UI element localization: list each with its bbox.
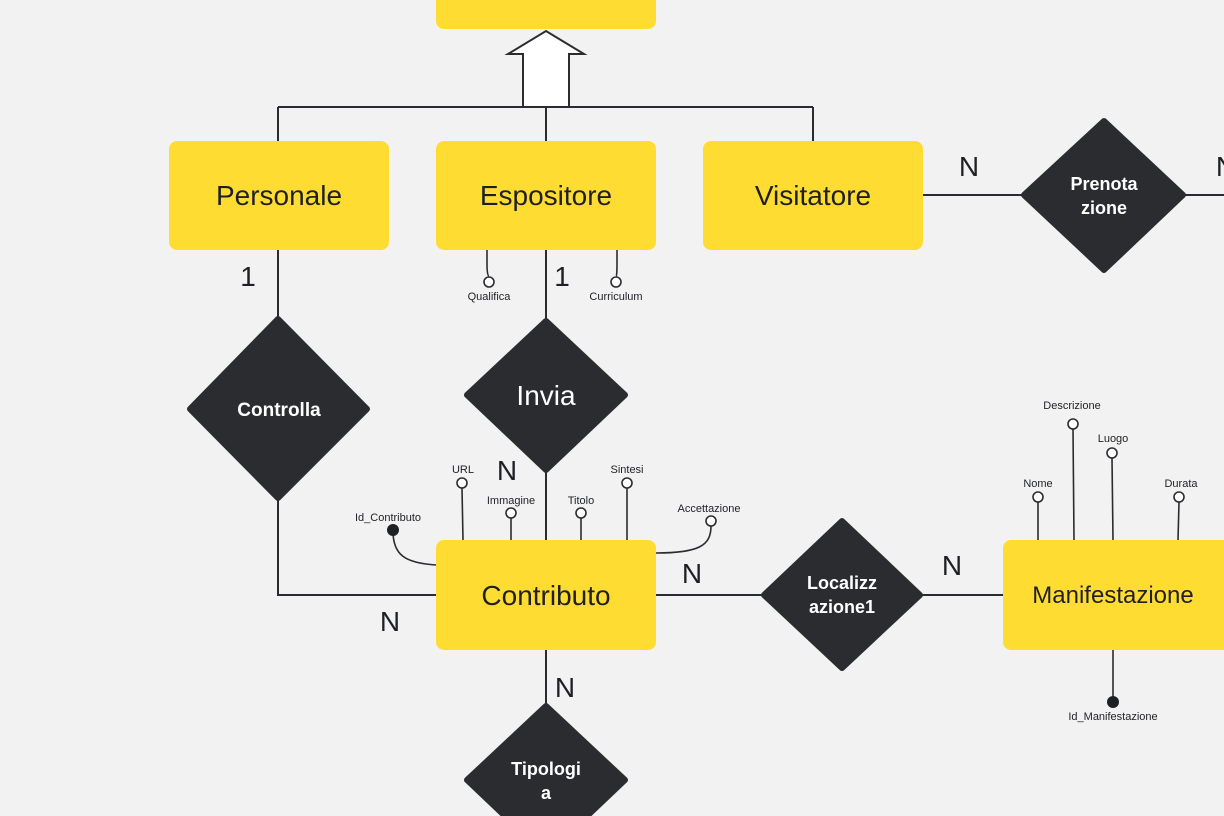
line-controlla-contributo (277, 498, 436, 596)
entity-personale-label: Personale (216, 180, 342, 211)
attribute-qualifica-label: Qualifica (468, 291, 512, 303)
attribute-titolo-label: Titolo (568, 495, 595, 507)
attribute-durata[interactable]: Durata (1164, 478, 1198, 541)
relationship-localizzazione-label-line1: Localizz (807, 573, 877, 593)
cardinality-personale-controlla: 1 (240, 261, 256, 292)
attribute-titolo[interactable]: Titolo (568, 495, 595, 540)
cardinality-contributo-tipologia: N (555, 672, 575, 703)
attribute-accettazione-label: Accettazione (678, 503, 741, 515)
entity-espositore-label: Espositore (480, 180, 612, 211)
entity-manifestazione-label: Manifestazione (1032, 582, 1193, 609)
attribute-descrizione-label: Descrizione (1043, 400, 1100, 412)
attribute-curriculum-label: Curriculum (589, 291, 642, 303)
attribute-immagine-marker (505, 507, 517, 519)
attribute-sintesi[interactable]: Sintesi (610, 464, 644, 540)
attribute-luogo-marker (1106, 447, 1118, 459)
attribute-qualifica[interactable]: Qualifica (468, 250, 512, 303)
attribute-id-manifestazione-label: Id_Manifestazione (1068, 711, 1157, 723)
attribute-nome-label: Nome (1023, 478, 1052, 490)
attribute-url-label: URL (452, 464, 474, 476)
attribute-url-marker (456, 477, 468, 489)
relationship-tipologia-label-line1: Tipologi (511, 759, 581, 779)
cardinality-localizzazione-manifestazione: N (942, 550, 962, 581)
entity-visitatore[interactable]: Visitatore (703, 141, 923, 250)
attribute-descrizione-marker (1067, 418, 1079, 430)
cardinality-espositore-invia: 1 (554, 261, 570, 292)
attribute-titolo-marker (575, 507, 587, 519)
entity-personale[interactable]: Personale (169, 141, 389, 250)
relationship-invia-label: Invia (516, 380, 576, 411)
entity-visitatore-label: Visitatore (755, 180, 871, 211)
attribute-sintesi-label: Sintesi (610, 464, 643, 476)
attribute-accettazione-marker (705, 515, 717, 527)
relationship-controlla-label: Controlla (237, 400, 321, 421)
attribute-durata-label: Durata (1164, 478, 1198, 490)
attribute-qualifica-marker (483, 276, 495, 288)
attribute-curriculum[interactable]: Curriculum (589, 250, 643, 303)
attribute-immagine[interactable]: Immagine (487, 495, 535, 540)
attribute-curriculum-marker (610, 276, 622, 288)
relationship-prenotazione-label-line1: Prenota (1070, 174, 1138, 194)
relationship-tipologia-label-line2: a (541, 783, 552, 803)
attribute-accettazione[interactable]: Accettazione (655, 503, 741, 554)
attribute-id-contributo[interactable]: Id_Contributo (355, 512, 437, 566)
relationship-localizzazione[interactable]: Localizz azione1 (761, 518, 923, 671)
cardinality-prenotazione-right: N (1216, 151, 1224, 182)
attribute-id-contributo-marker (387, 524, 399, 536)
relationship-invia[interactable]: Invia (464, 318, 628, 473)
cardinality-contributo-localizzazione: N (682, 558, 702, 589)
entity-espositore[interactable]: Espositore (436, 141, 656, 250)
attribute-descrizione[interactable]: Descrizione (1043, 400, 1101, 541)
attribute-url[interactable]: URL (452, 464, 474, 541)
attribute-immagine-label: Immagine (487, 495, 535, 507)
attribute-luogo-label: Luogo (1098, 433, 1129, 445)
generalization-arrow (504, 29, 588, 108)
attribute-durata-marker (1173, 491, 1185, 503)
cardinality-invia-contributo: N (497, 455, 517, 486)
attribute-nome[interactable]: Nome (1023, 478, 1053, 540)
cardinality-controlla-contributo: N (380, 606, 400, 637)
cardinality-visitatore-prenotazione: N (959, 151, 979, 182)
relationship-controlla[interactable]: Controlla (187, 316, 370, 501)
relationship-prenotazione[interactable]: Prenota zione (1021, 118, 1186, 273)
relationship-localizzazione-label-line2: azione1 (809, 597, 875, 617)
entity-top-partial[interactable] (436, 0, 656, 29)
attribute-luogo[interactable]: Luogo (1098, 433, 1129, 541)
relationship-prenotazione-label-line2: zione (1081, 198, 1127, 218)
attribute-nome-marker (1032, 491, 1044, 503)
entity-manifestazione[interactable]: Manifestazione (1003, 540, 1224, 650)
attribute-id-manifestazione[interactable]: Id_Manifestazione (1068, 650, 1158, 723)
attribute-id-contributo-label: Id_Contributo (355, 512, 421, 524)
attribute-id-manifestazione-marker (1107, 696, 1119, 708)
entity-contributo[interactable]: Contributo (436, 540, 656, 650)
attribute-sintesi-marker (621, 477, 633, 489)
entity-contributo-label: Contributo (481, 580, 610, 611)
relationship-tipologia[interactable]: Tipologi a (464, 703, 628, 816)
